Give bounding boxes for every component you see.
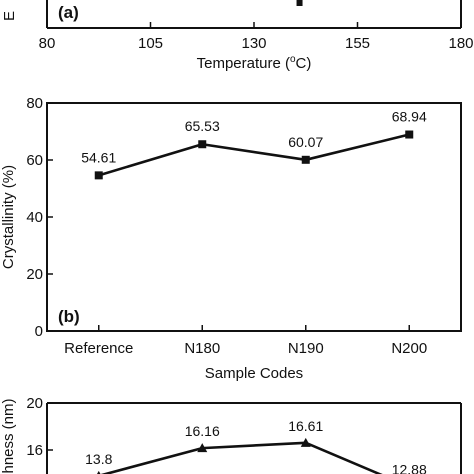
panel-c-series: 13.8 16.16 16.61 12.88 (85, 418, 427, 474)
panel-a-x-tick-label: 130 (241, 35, 266, 52)
panel-c-line (100, 441, 383, 474)
panel-b-data-label: 68.94 (392, 109, 427, 125)
panel-b-data-label: 60.07 (288, 134, 323, 150)
panel-a-x-tick-label: 80 (39, 35, 56, 52)
panel-c-point (197, 443, 208, 453)
panel-b-series: 54.61 65.53 60.07 68.94 (81, 109, 427, 180)
panel-b-data-label: 65.53 (185, 118, 220, 134)
panel-b-x-tick-label: N200 (391, 340, 427, 357)
panel-b-point (94, 171, 103, 180)
panel-a-label: (a) (58, 3, 79, 22)
panel-b-y-tick-label: 80 (26, 95, 43, 112)
panel-b-point (198, 140, 207, 149)
panel-c-data-label: 16.61 (288, 418, 323, 434)
panel-c-data-label: 16.16 (185, 423, 220, 439)
panel-a-x-tick-label: 105 (138, 35, 163, 52)
panel-b-y-tick-label: 0 (35, 323, 43, 340)
panel-c-y-axis-label: hness (nm) (0, 398, 17, 473)
panel-a-x-tick-label: 155 (345, 35, 370, 52)
panel-a-series (296, 0, 303, 6)
panel-c-y-tick-label: 16 (26, 442, 43, 459)
panel-c-point (300, 437, 311, 447)
panel-b-y-tick-label: 20 (26, 266, 43, 283)
panel-a-x-axis-label: Temperature (oC) (197, 54, 312, 72)
panel-b-x-tick-label: Reference (64, 340, 133, 357)
panel-a-x-tick-label: 180 (448, 35, 473, 52)
panel-c-data-label: 13.8 (85, 451, 112, 467)
panel-b-x-tick-label: N190 (288, 340, 324, 357)
panel-b-y-ticks: 0 20 40 60 80 (26, 95, 53, 340)
panel-b-label: (b) (58, 307, 80, 326)
panel-b-data-label: 54.61 (81, 149, 116, 165)
panel-b-line (98, 133, 410, 177)
panel-b-x-tick-label: N180 (184, 340, 220, 357)
panel-c-data-label: 12.88 (392, 462, 427, 474)
panel-b-y-axis-label: Crystallinity (%) (0, 165, 17, 269)
panel-b-x-axis-label: Sample Codes (205, 365, 303, 382)
panel-a-x-ticks: 80 105 130 155 180 (39, 22, 474, 52)
panel-c-y-tick-label: 20 (26, 395, 43, 412)
panel-b: (b) Crystallinity (%) 0 20 40 60 80 Referenc… (0, 95, 462, 382)
panel-a-point (296, 0, 303, 6)
panel-b-point (301, 155, 310, 164)
panel-a: (a) E 80 105 130 155 180 Temperature (oC) (1, 0, 474, 72)
panel-b-point (405, 130, 414, 139)
panel-b-x-ticks: Reference N180 N190 N200 (64, 325, 427, 357)
panel-b-y-tick-label: 60 (26, 152, 43, 169)
panel-a-y-axis-label: E (1, 11, 18, 21)
panel-b-y-tick-label: 40 (26, 209, 43, 226)
panel-c-point (97, 470, 101, 474)
